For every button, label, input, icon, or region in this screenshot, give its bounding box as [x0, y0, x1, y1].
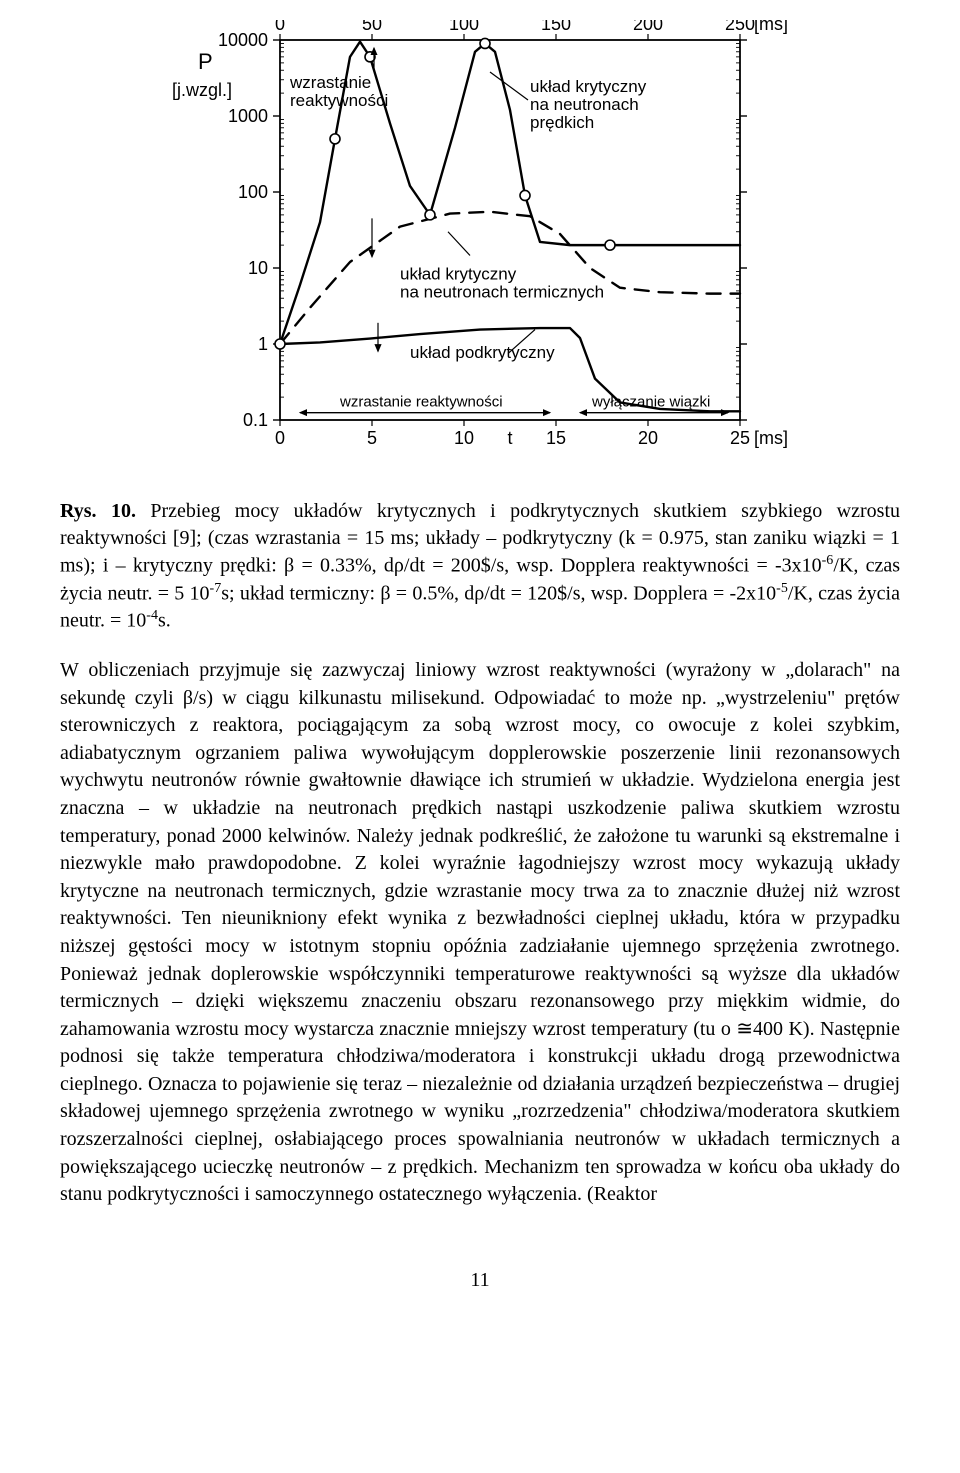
svg-text:25: 25: [730, 428, 750, 448]
svg-text:układ podkrytyczny: układ podkrytyczny: [410, 343, 555, 362]
svg-text:t: t: [507, 428, 512, 448]
svg-text:[ms]: [ms]: [754, 428, 788, 448]
svg-text:prędkich: prędkich: [530, 113, 594, 132]
svg-text:10: 10: [454, 428, 474, 448]
svg-text:10: 10: [248, 258, 268, 278]
svg-text:na neutronach termicznych: na neutronach termicznych: [400, 282, 604, 301]
figure-10: 050100150200250[ms]0510152025t[ms]0.1110…: [160, 20, 800, 480]
svg-text:5: 5: [367, 428, 377, 448]
svg-text:układ krytyczny: układ krytyczny: [530, 77, 647, 96]
svg-text:50: 50: [362, 20, 382, 34]
svg-text:wzrastanie: wzrastanie: [289, 73, 371, 92]
caption-label: Rys. 10.: [60, 500, 136, 522]
caption-exp-2: -7: [210, 581, 222, 596]
svg-text:wzrastanie reaktywności: wzrastanie reaktywności: [339, 394, 503, 411]
svg-text:0.1: 0.1: [243, 410, 268, 430]
svg-text:250: 250: [725, 20, 755, 34]
caption-exp-3: -5: [776, 581, 788, 596]
svg-text:układ krytyczny: układ krytyczny: [400, 264, 517, 283]
svg-text:100: 100: [449, 20, 479, 34]
caption-exp-4: -4: [146, 608, 158, 623]
svg-text:reaktywności: reaktywności: [290, 91, 388, 110]
svg-text:1000: 1000: [228, 106, 268, 126]
power-log-plot: 050100150200250[ms]0510152025t[ms]0.1110…: [160, 20, 800, 480]
caption-exp-1: -6: [822, 553, 834, 568]
svg-text:wyłączanie wiązki: wyłączanie wiązki: [591, 394, 710, 411]
body-paragraph: W obliczeniach przyjmuje się zazwyczaj l…: [60, 657, 900, 1209]
svg-text:[j.wzgl.]: [j.wzgl.]: [172, 80, 232, 100]
svg-text:10000: 10000: [218, 30, 268, 50]
caption-text-1: Przebieg mocy układów krytycznych i podk…: [60, 500, 900, 577]
page-number: 11: [60, 1269, 900, 1292]
svg-text:0: 0: [275, 20, 285, 34]
svg-text:[ms]: [ms]: [754, 20, 788, 34]
svg-text:na neutronach: na neutronach: [530, 95, 639, 114]
svg-text:0: 0: [275, 428, 285, 448]
svg-text:200: 200: [633, 20, 663, 34]
svg-text:1: 1: [258, 334, 268, 354]
figure-caption: Rys. 10. Przebieg mocy układów krytyczny…: [60, 498, 900, 635]
svg-text:15: 15: [546, 428, 566, 448]
caption-text-5: s.: [158, 610, 171, 632]
svg-text:20: 20: [638, 428, 658, 448]
svg-text:P: P: [198, 49, 213, 74]
svg-text:150: 150: [541, 20, 571, 34]
svg-text:100: 100: [238, 182, 268, 202]
caption-text-3: s; układ termiczny: β = 0.5%, dρ/dt = 12…: [221, 582, 776, 604]
